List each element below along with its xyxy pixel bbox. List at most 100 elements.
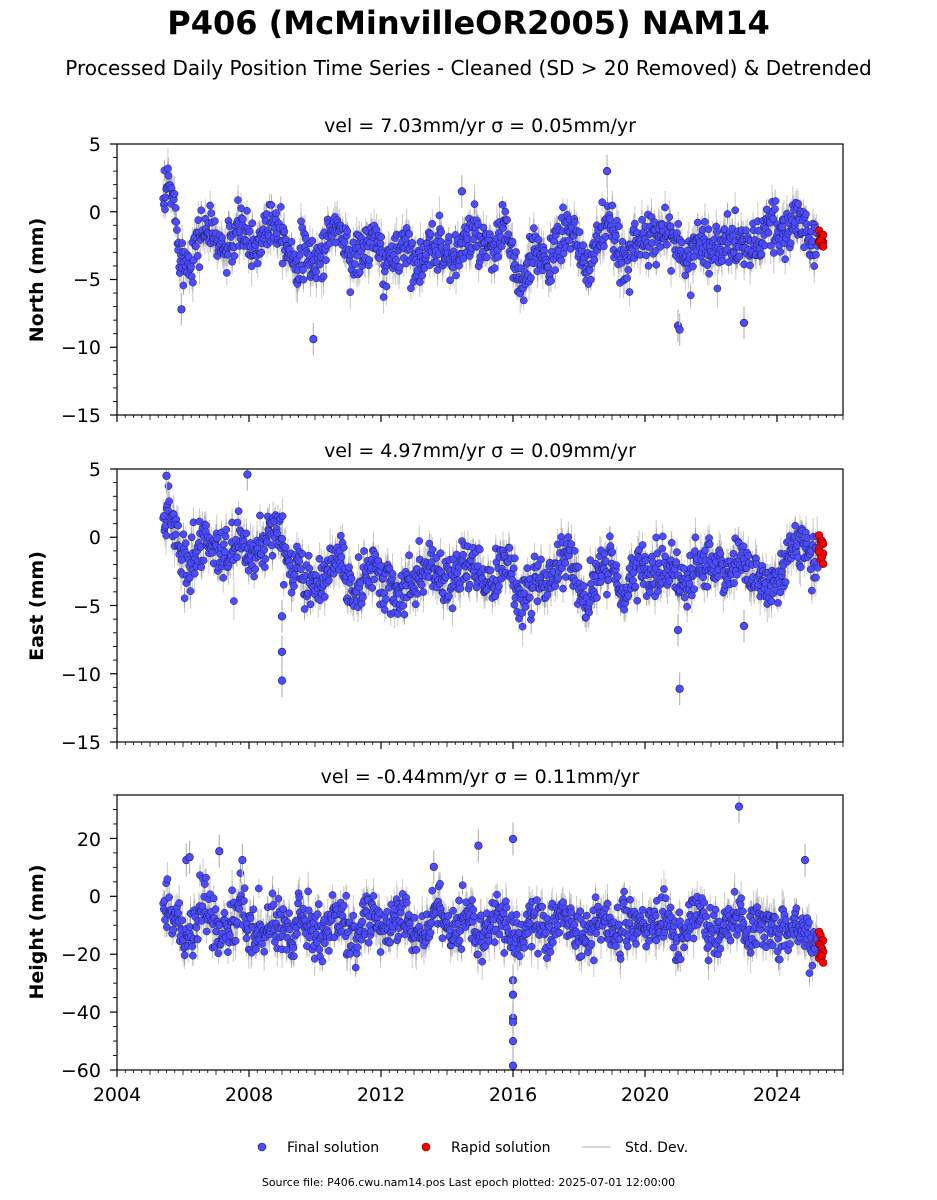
- final-solution-point: [712, 228, 721, 236]
- final-solution-point: [446, 276, 454, 285]
- final-solution-point: [207, 209, 216, 218]
- final-solution-point: [501, 207, 510, 216]
- final-solution-point: [470, 200, 479, 208]
- final-solution-point: [377, 233, 386, 241]
- north-data: [159, 148, 828, 356]
- final-solution-point: [238, 215, 247, 223]
- final-solution-point: [608, 201, 617, 210]
- final-solution-point: [527, 274, 535, 282]
- final-solution-point: [297, 565, 305, 574]
- final-solution-point: [221, 532, 230, 541]
- final-solution-point: [300, 605, 309, 613]
- final-solution-point: [306, 600, 315, 609]
- final-solution-point: [267, 201, 276, 209]
- final-solution-point: [312, 267, 320, 276]
- final-solution-point: [508, 237, 517, 246]
- figure-subtitle: Processed Daily Position Time Series - C…: [65, 56, 872, 80]
- final-solution-point: [405, 230, 413, 238]
- final-solution-point: [174, 521, 182, 530]
- final-solution-point: [295, 557, 304, 566]
- final-solution-point: [260, 563, 269, 571]
- final-solution-point: [354, 553, 363, 561]
- final-solution-point: [769, 249, 778, 257]
- north-ytick-label: 0: [89, 202, 101, 224]
- final-solution-point: [623, 274, 631, 282]
- final-solution-point: [278, 512, 287, 520]
- final-solution-point: [315, 554, 324, 563]
- final-solution-point: [771, 205, 779, 214]
- final-solution-point: [600, 242, 608, 251]
- final-solution-point: [268, 541, 276, 550]
- final-solution-point: [764, 228, 773, 237]
- final-solution-point: [802, 210, 810, 219]
- final-solution-point: [287, 588, 296, 597]
- final-solution-point: [179, 281, 188, 290]
- final-solution-point: [611, 232, 620, 240]
- final-solution-point: [170, 190, 179, 198]
- final-solution-point: [445, 233, 453, 241]
- final-solution-point: [452, 271, 460, 280]
- final-solution-point: [290, 582, 298, 591]
- final-solution-point: [479, 223, 488, 232]
- final-solution-point: [379, 293, 388, 301]
- final-solution-point: [731, 206, 740, 215]
- final-solution-point: [325, 576, 333, 585]
- final-solution-point: [202, 521, 210, 530]
- final-solution-point: [666, 222, 675, 231]
- final-solution-point: [686, 291, 695, 300]
- final-solution-point: [624, 266, 633, 274]
- final-solution-point: [368, 584, 377, 592]
- final-solution-point: [336, 531, 345, 540]
- final-solution-point: [355, 268, 364, 277]
- final-solution-point: [497, 242, 506, 251]
- final-solution-point: [195, 263, 204, 272]
- final-solution-point: [519, 296, 528, 305]
- final-solution-point: [638, 215, 646, 224]
- final-solution-point: [802, 220, 811, 228]
- final-solution-point: [299, 275, 308, 284]
- final-solution-point: [272, 209, 280, 217]
- final-solution-point: [435, 211, 444, 220]
- final-solution-point: [746, 261, 754, 270]
- outlier-point: [457, 187, 467, 196]
- outlier-point: [675, 325, 684, 334]
- final-solution-point: [298, 266, 307, 274]
- east-data: [159, 469, 828, 706]
- outlier-point: [602, 167, 612, 176]
- final-solution-point: [268, 551, 277, 560]
- final-solution-point: [598, 198, 607, 207]
- north-axes-frame: [116, 143, 844, 416]
- final-solution-point: [219, 573, 228, 582]
- final-solution-point: [677, 238, 686, 247]
- outlier-point: [739, 318, 749, 328]
- final-solution-point: [164, 171, 173, 180]
- final-solution-point: [245, 227, 254, 236]
- final-solution-point: [781, 255, 789, 264]
- final-solution-point: [395, 263, 404, 271]
- final-solution-point: [345, 563, 353, 572]
- final-solution-point: [360, 547, 368, 555]
- final-solution-point: [234, 196, 242, 204]
- outlier-point: [177, 305, 186, 314]
- final-solution-point: [194, 216, 203, 224]
- final-solution-point: [810, 262, 819, 270]
- final-solution-point: [724, 258, 733, 267]
- final-solution-point: [551, 266, 560, 274]
- final-solution-point: [278, 534, 286, 543]
- final-solution-point: [304, 551, 313, 560]
- final-solution-point: [206, 201, 214, 210]
- final-solution-point: [248, 219, 257, 228]
- final-solution-point: [193, 252, 202, 260]
- final-solution-point: [178, 239, 187, 247]
- final-solution-point: [257, 248, 266, 257]
- final-solution-point: [281, 543, 290, 552]
- final-solution-point: [534, 236, 543, 244]
- final-solution-point: [347, 574, 356, 583]
- final-solution-point: [179, 530, 188, 539]
- final-solution-point: [418, 271, 427, 280]
- final-solution-point: [579, 241, 588, 250]
- final-solution-point: [221, 548, 229, 556]
- final-solution-point: [575, 228, 584, 236]
- final-solution-point: [322, 256, 330, 265]
- final-solution-point: [723, 210, 732, 218]
